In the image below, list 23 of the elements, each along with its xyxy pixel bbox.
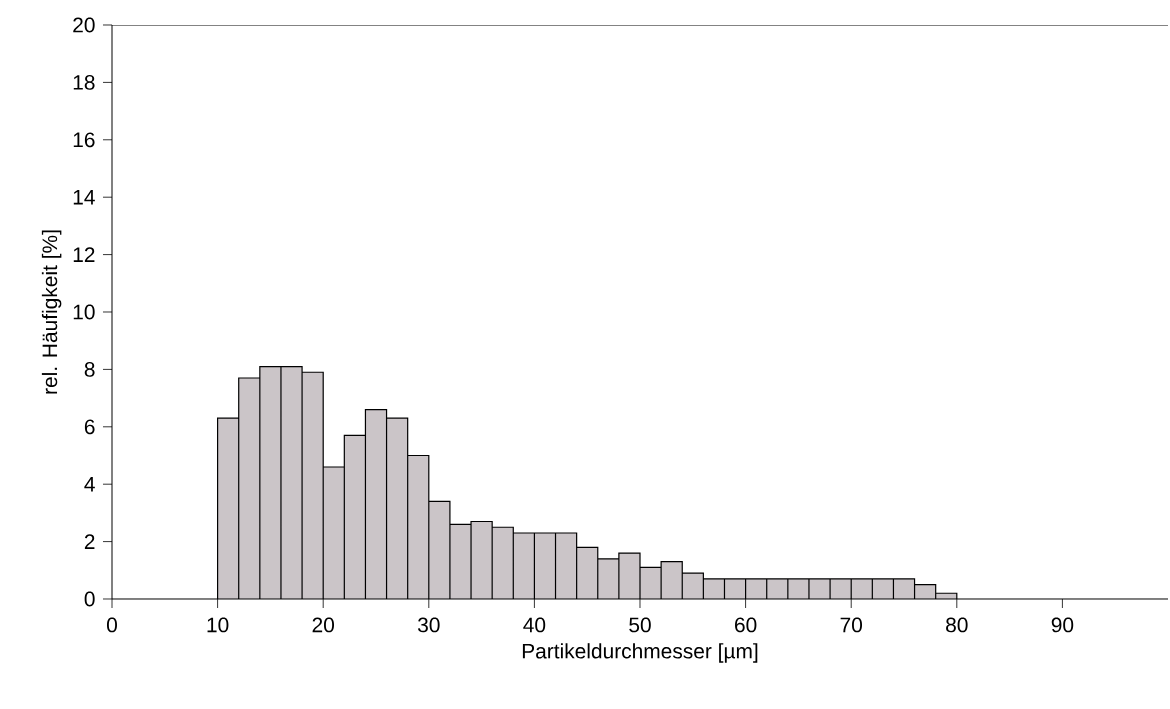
y-tick-label: 12 [73, 247, 95, 262]
x-tick-label: 40 [523, 617, 546, 633]
y-axis-title: rel. Häufigkeit [%] [41, 230, 62, 394]
y-tick-label: 14 [73, 190, 95, 205]
x-tick-label: 50 [629, 617, 651, 633]
y-tick-label: 16 [73, 132, 95, 148]
y-tick-label: 4 [84, 477, 95, 492]
x-tick-label: 0 [106, 617, 117, 633]
y-tick-label: 10 [73, 304, 95, 320]
x-axis-title: Partikeldurchmesser [µm] [522, 643, 758, 663]
y-tick-label: 20 [73, 17, 95, 33]
y-tick-label: 18 [73, 74, 95, 90]
y-tick-label: 0 [84, 591, 95, 607]
x-tick-label: 70 [840, 617, 863, 633]
x-tick-label: 30 [417, 617, 440, 633]
x-tick-label: 90 [1051, 617, 1074, 633]
y-tick-label: 2 [84, 534, 95, 549]
x-tick-label: 20 [312, 617, 335, 633]
x-tick-label: 80 [946, 617, 968, 633]
x-tick-label: 10 [207, 617, 229, 633]
y-tick-label: 6 [84, 419, 95, 435]
x-tick-label: 60 [735, 617, 757, 633]
y-tick-label: 8 [84, 361, 95, 377]
